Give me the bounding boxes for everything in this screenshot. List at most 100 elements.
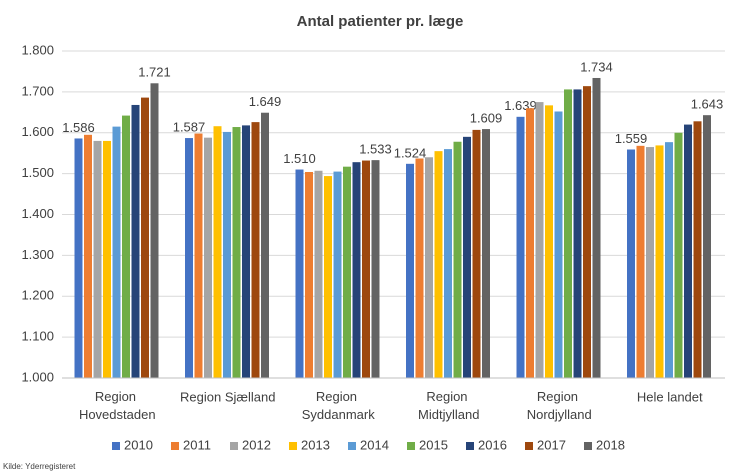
bar xyxy=(103,140,111,378)
legend-label: 2017 xyxy=(537,437,566,452)
data-label: 1.649 xyxy=(249,94,282,109)
data-label: 1.587 xyxy=(173,120,206,135)
x-tick-line: Region xyxy=(537,389,582,404)
y-tick-label: 1.500 xyxy=(21,165,54,180)
bar xyxy=(526,108,534,378)
bar xyxy=(324,176,332,378)
x-tick-label: Hele landet xyxy=(637,389,703,404)
bar xyxy=(444,149,452,378)
legend-swatch xyxy=(289,442,297,450)
x-tick-line: Midtjylland xyxy=(418,407,479,422)
bar xyxy=(453,141,462,378)
bar xyxy=(74,138,83,378)
bar xyxy=(93,140,102,378)
bar xyxy=(251,122,260,378)
legend-label: 2013 xyxy=(301,437,330,452)
bar xyxy=(295,169,304,378)
bar xyxy=(674,132,683,378)
legend-swatch xyxy=(112,442,120,450)
bar xyxy=(535,102,544,378)
bar xyxy=(472,129,481,378)
legend-swatch xyxy=(348,442,356,450)
bar xyxy=(333,171,342,378)
bar xyxy=(684,124,692,378)
bar xyxy=(627,149,635,378)
bar xyxy=(261,112,269,378)
legend-swatch xyxy=(466,442,474,450)
bar xyxy=(314,170,323,378)
bar xyxy=(242,125,250,378)
y-tick-label: 1.200 xyxy=(21,288,54,303)
chart-title: Antal patienter pr. læge xyxy=(297,13,464,30)
data-label: 1.609 xyxy=(470,111,503,126)
bar xyxy=(434,151,443,378)
bar xyxy=(150,83,159,378)
bar xyxy=(406,163,414,378)
bar xyxy=(636,145,645,378)
data-label: 1.524 xyxy=(394,145,427,160)
x-tick-label: Region Midtjylland xyxy=(418,389,479,422)
data-label: 1.510 xyxy=(283,151,316,166)
legend-label: 2018 xyxy=(596,437,625,452)
bar xyxy=(564,89,572,379)
bar xyxy=(425,157,433,378)
bar xyxy=(583,86,591,378)
bar xyxy=(703,115,711,378)
x-tick-line: Hovedstaden xyxy=(79,407,156,422)
bar xyxy=(305,171,313,378)
legend-swatch xyxy=(171,442,179,450)
legend-label: 2012 xyxy=(242,437,271,452)
bar xyxy=(194,133,203,378)
bar xyxy=(463,136,471,378)
bar xyxy=(655,145,664,378)
x-tick-label: Region Nordjylland xyxy=(527,389,592,422)
y-tick-label: 1.700 xyxy=(21,83,54,98)
y-tick-label: 1.300 xyxy=(21,247,54,262)
data-label: 1.559 xyxy=(615,131,648,146)
bar xyxy=(131,104,140,378)
legend-label: 2011 xyxy=(183,437,211,452)
data-label: 1.721 xyxy=(138,65,171,80)
legend-label: 2016 xyxy=(478,437,507,452)
data-label: 1.643 xyxy=(691,97,724,112)
x-tick-label: Region Syddanmark xyxy=(302,389,375,422)
x-tick-line: Region xyxy=(316,389,361,404)
legend-label: 2014 xyxy=(360,437,389,452)
bar xyxy=(84,134,92,378)
bar xyxy=(545,105,553,379)
bar xyxy=(232,127,241,378)
x-tick-line: Syddanmark xyxy=(302,407,375,422)
legend-swatch xyxy=(584,442,592,450)
bar xyxy=(185,138,193,378)
bar xyxy=(362,160,370,378)
bar xyxy=(141,97,149,378)
y-tick-label: 1.000 xyxy=(21,369,54,384)
legend-swatch xyxy=(230,442,238,450)
legend-swatch xyxy=(525,442,533,450)
bar xyxy=(223,131,231,378)
y-tick-label: 1.100 xyxy=(21,329,54,344)
bar xyxy=(646,147,654,378)
y-tick-label: 1.600 xyxy=(21,124,54,139)
bar xyxy=(415,158,424,378)
x-tick-label: Region Hovedstaden xyxy=(79,389,156,422)
bar xyxy=(592,77,601,378)
bar xyxy=(482,129,490,378)
data-label: 1.586 xyxy=(62,120,95,135)
legend-label: 2010 xyxy=(124,437,153,452)
bar xyxy=(516,116,525,378)
bar xyxy=(352,162,361,378)
bar xyxy=(573,89,582,379)
x-tick-line: Nordjylland xyxy=(527,407,592,422)
bar xyxy=(204,137,212,378)
y-tick-label: 1.400 xyxy=(21,206,54,221)
bar xyxy=(343,166,351,378)
x-tick-line: Region xyxy=(95,389,140,404)
x-tick-line: Region xyxy=(426,389,471,404)
bar xyxy=(554,111,563,379)
source: Kilde: Yderregisteret xyxy=(3,462,76,471)
bar xyxy=(112,126,121,379)
bar xyxy=(371,160,380,378)
bar xyxy=(122,115,130,379)
